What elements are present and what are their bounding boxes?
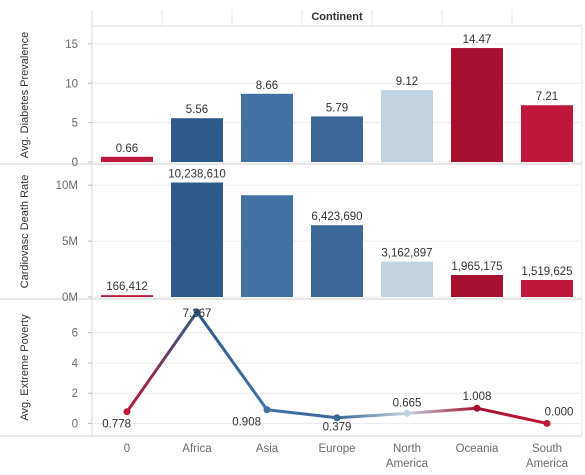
x-tick-label: Europe	[318, 443, 355, 455]
point-6	[473, 404, 481, 412]
bar-6	[451, 48, 503, 162]
y-tick-label: 0	[72, 418, 78, 430]
line-segment	[125, 310, 199, 414]
y-tick-label: 0	[72, 157, 78, 169]
data-label: 166,412	[106, 281, 148, 293]
data-label: 6,423,690	[311, 211, 362, 223]
data-label: 0.908	[232, 417, 261, 429]
bar-3	[241, 93, 293, 162]
x-tick-label: Africa	[182, 443, 212, 455]
bar-1	[101, 156, 153, 162]
data-label: 0.379	[323, 422, 352, 434]
data-label: 3,162,897	[381, 248, 432, 260]
data-label: 1,519,625	[521, 266, 572, 278]
x-tick-label: Asia	[256, 443, 279, 455]
y-tick-label: 2	[72, 388, 78, 400]
chart-title: Continent	[311, 11, 363, 23]
bar-1	[101, 295, 153, 297]
y-tick-label: 0M	[62, 292, 78, 304]
data-label: 8.66	[256, 80, 278, 92]
x-tick-label: South	[532, 443, 562, 455]
x-tick-label: 0	[124, 443, 130, 455]
point-4	[333, 414, 341, 422]
bar-3	[241, 195, 293, 297]
y-axis-label: Cardiovasc Death Rate	[19, 175, 31, 289]
data-label: 14.47	[463, 34, 492, 46]
panel-1: 0 5 10 15 Avg. Diabetes Prevalence 0.66 5.56 8.…	[0, 32, 582, 169]
bar-7	[521, 280, 573, 297]
bar-2	[171, 182, 223, 297]
bar-5	[381, 90, 433, 162]
point-7	[543, 419, 551, 427]
panel-2: 0M 5M 10M Cardiovasc Death Rate 166,412 10,23…	[0, 169, 582, 304]
bar-4	[311, 225, 363, 297]
x-tick-label: Oceania	[456, 443, 499, 455]
data-label: 9.12	[396, 76, 418, 88]
line-segment	[265, 408, 339, 420]
data-label: 1.008	[463, 391, 492, 403]
data-label: 7.21	[536, 91, 558, 103]
x-tick-label: America	[526, 458, 569, 470]
data-label: 0.66	[116, 143, 138, 155]
data-label: 5.79	[326, 102, 348, 114]
bar-5	[381, 261, 433, 297]
y-tick-label: 15	[65, 39, 78, 51]
data-label: 7.367	[183, 308, 212, 320]
y-tick-label: 5M	[62, 236, 78, 248]
data-label: 0.778	[102, 419, 131, 431]
line-segment	[475, 406, 549, 425]
panel-3: 0 2 4 6 Avg. Extreme Poverty 0.778 7.367 0.908 0…	[0, 308, 582, 437]
bar-7	[521, 105, 573, 162]
line-segment	[195, 310, 269, 412]
data-label: 0.665	[393, 397, 422, 409]
y-tick-label: 5	[72, 118, 78, 130]
point-2	[193, 308, 201, 316]
bar-6	[451, 275, 503, 297]
bar-4	[311, 116, 363, 162]
data-label: 0.000	[545, 406, 574, 418]
y-axis-label: Avg. Diabetes Prevalence	[19, 32, 31, 158]
point-3	[263, 406, 271, 414]
bar-2	[171, 118, 223, 162]
line-segment	[335, 411, 409, 420]
x-tick-label: North	[393, 443, 421, 455]
data-label: 1,965,175	[451, 261, 502, 273]
point-1	[123, 408, 131, 416]
y-tick-label: 10M	[56, 180, 78, 192]
y-tick-label: 6	[72, 328, 78, 340]
line-segment	[405, 406, 479, 415]
y-tick-label: 4	[72, 358, 79, 370]
y-axis-label: Avg. Extreme Poverty	[19, 314, 31, 421]
point-5	[403, 409, 411, 417]
x-tick-label: America	[386, 458, 429, 470]
data-label: 5.56	[186, 104, 208, 116]
data-label: 10,238,610	[168, 169, 226, 181]
y-tick-label: 10	[65, 78, 78, 90]
